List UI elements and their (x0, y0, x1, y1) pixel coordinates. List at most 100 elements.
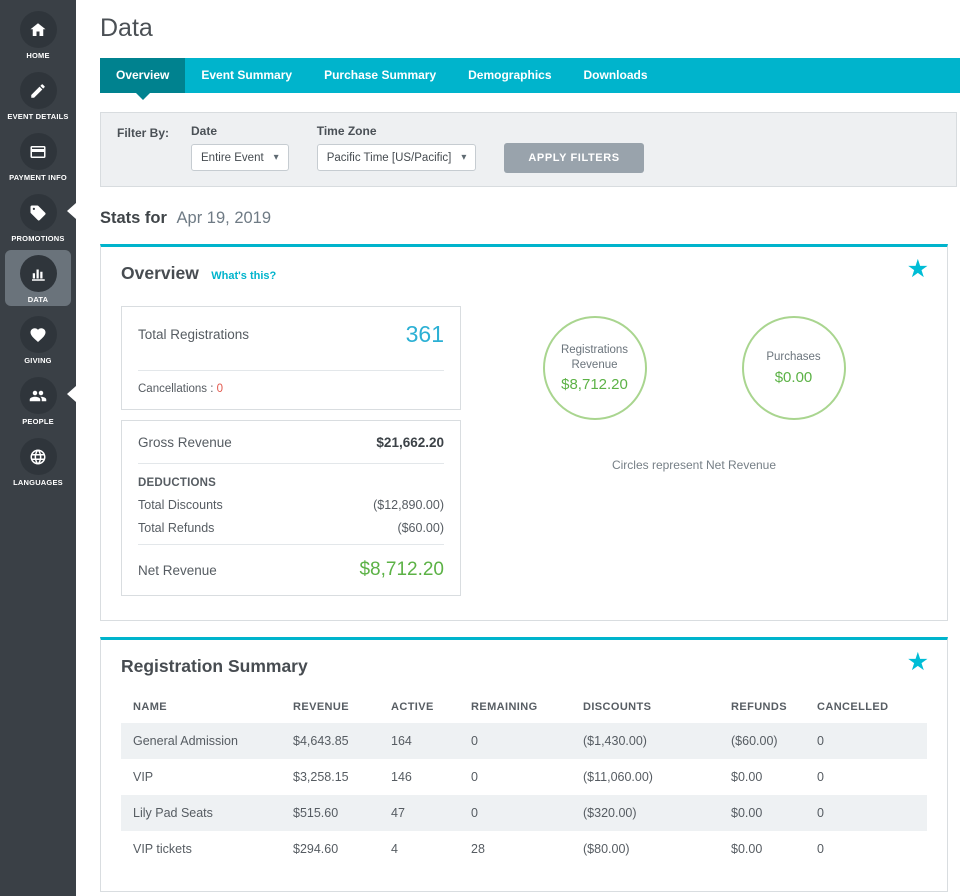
tab-demographics[interactable]: Demographics (468, 68, 552, 82)
favorite-star-icon[interactable]: ★ (906, 648, 929, 676)
active-tab-notch (136, 93, 150, 100)
table-cell: 0 (817, 806, 824, 820)
net-revenue-circle: Purchases $0.00 (741, 316, 846, 420)
divider (138, 544, 444, 545)
date-select[interactable]: Entire Event ▾ (191, 144, 289, 171)
stats-date: Apr 19, 2019 (176, 209, 272, 227)
circles-caption: Circles represent Net Revenue (611, 458, 777, 472)
table-cell: 0 (817, 734, 824, 748)
circle-value: $0.00 (774, 368, 813, 386)
net-revenue-circle: Registrations Revenue $8,712.20 (542, 316, 647, 420)
tab-overview[interactable]: Overview (100, 58, 186, 93)
sidebar-item-event-details[interactable]: EVENT DETAILS (5, 67, 71, 123)
filter-by-label: Filter By: (117, 126, 170, 140)
timezone-label: Time Zone (316, 124, 377, 138)
date-select-value: Entire Event (201, 151, 264, 164)
table-cell: VIP tickets (133, 842, 192, 856)
column-header: REFUNDS (731, 701, 787, 713)
table-cell: $4,643.85 (293, 734, 349, 748)
divider (138, 463, 444, 464)
sidebar-item-label: PAYMENT INFO (9, 173, 67, 182)
overview-card-body: Total Registrations 361 Cancellations : … (121, 306, 927, 596)
cancellations-label: Cancellations : (138, 383, 214, 395)
table-cell: 0 (471, 770, 478, 784)
date-filter-group: Date Entire Event ▾ (191, 124, 289, 171)
people-icon (19, 377, 57, 414)
total-registrations-value: 361 (405, 321, 444, 347)
table-cell: 4 (391, 842, 398, 856)
date-label: Date (191, 124, 218, 138)
tab-purchase-summary[interactable]: Purchase Summary (324, 68, 437, 82)
column-header: REMAINING (471, 701, 538, 713)
total-discounts-value: ($12,890.00) (373, 498, 444, 512)
sidebar-flyout-notch (67, 203, 76, 219)
table-cell: 47 (391, 806, 405, 820)
summary-table-head-row: NAME REVENUE ACTIVE REMAINING DISCOUNTS REFUN… (121, 693, 927, 723)
table-cell: $0.00 (731, 842, 763, 856)
tab-downloads[interactable]: Downloads (583, 68, 648, 82)
sidebar-item-promotions[interactable]: PROMOTIONS (5, 189, 71, 245)
table-cell: 28 (471, 842, 485, 856)
total-discounts-row: Total Discounts ($12,890.00) (138, 498, 444, 512)
timezone-filter-group: Time Zone Pacific Time [US/Pacific] ▾ (316, 124, 477, 171)
heart-icon (19, 316, 57, 353)
table-cell: $3,258.15 (293, 770, 349, 784)
page-title: Data (100, 14, 153, 42)
apply-filters-button[interactable]: APPLY FILTERS (504, 143, 644, 173)
globe-icon (19, 438, 57, 475)
credit-card-icon (19, 133, 57, 170)
sidebar-item-payment-info[interactable]: PAYMENT INFO (5, 128, 71, 184)
table-cell: ($80.00) (583, 842, 630, 856)
stats-prefix: Stats for (100, 209, 167, 227)
tag-icon (19, 194, 57, 231)
table-cell: Lily Pad Seats (133, 806, 213, 820)
net-revenue-circles-area: Registrations Revenue $8,712.20 Purchases $… (461, 306, 927, 596)
gross-revenue-label: Gross Revenue (138, 435, 232, 450)
column-header: NAME (133, 701, 167, 713)
sidebar-nav: HOME EVENT DETAILS PAYMENT INFO PROMOTIONS D… (0, 0, 76, 896)
table-cell: ($60.00) (731, 734, 778, 748)
table-cell: ($320.00) (583, 806, 637, 820)
chevron-down-icon: ▾ (273, 152, 279, 163)
timezone-select[interactable]: Pacific Time [US/Pacific] ▾ (316, 144, 477, 171)
sidebar-item-label: LANGUAGES (13, 478, 63, 487)
net-revenue-label: Net Revenue (138, 562, 217, 578)
overview-card-title: Overview (121, 263, 199, 283)
sidebar-item-people[interactable]: PEOPLE (5, 372, 71, 428)
tab-event-summary[interactable]: Event Summary (201, 68, 293, 82)
pencil-icon (19, 72, 57, 109)
table-cell: 146 (391, 770, 412, 784)
registration-summary-title: Registration Summary (121, 656, 308, 676)
sidebar-item-languages[interactable]: LANGUAGES (5, 433, 71, 489)
table-row: VIP tickets $294.60 4 28 ($80.00) $0.00 0 (121, 831, 927, 867)
registration-summary-table: NAME REVENUE ACTIVE REMAINING DISCOUNTS REFUN… (121, 693, 927, 867)
sidebar-flyout-notch (67, 386, 76, 402)
whats-this-link[interactable]: What's this? (211, 270, 277, 282)
table-cell: VIP (133, 770, 154, 784)
sidebar-item-giving[interactable]: GIVING (5, 311, 71, 367)
column-header: DISCOUNTS (583, 701, 652, 713)
bar-chart-icon (19, 255, 57, 292)
sidebar-item-label: PEOPLE (22, 417, 54, 426)
table-cell: 0 (471, 806, 478, 820)
table-cell: 0 (817, 842, 824, 856)
net-revenue-value: $8,712.20 (359, 559, 444, 580)
sidebar-item-label: GIVING (24, 356, 52, 365)
table-cell: 0 (817, 770, 824, 784)
revenue-box: Gross Revenue $21,662.20 DEDUCTIONS Tota… (121, 420, 461, 596)
overview-stats-column: Total Registrations 361 Cancellations : … (121, 306, 461, 596)
total-registrations-label: Total Registrations (138, 327, 250, 342)
cancellations-row: Cancellations : 0 (138, 383, 444, 395)
sidebar-item-label: PROMOTIONS (11, 234, 65, 243)
sidebar-item-data[interactable]: DATA (5, 250, 71, 306)
registrations-box: Total Registrations 361 Cancellations : … (121, 306, 461, 410)
column-header: ACTIVE (391, 701, 434, 713)
circles-row: Registrations Revenue $8,712.20 Purchases $… (542, 316, 846, 420)
favorite-star-icon[interactable]: ★ (906, 255, 929, 283)
table-cell: ($1,430.00) (583, 734, 647, 748)
column-header: REVENUE (293, 701, 349, 713)
total-discounts-label: Total Discounts (138, 498, 223, 512)
sidebar-item-home[interactable]: HOME (5, 6, 71, 62)
table-cell: 0 (471, 734, 478, 748)
timezone-select-value: Pacific Time [US/Pacific] (326, 151, 452, 164)
